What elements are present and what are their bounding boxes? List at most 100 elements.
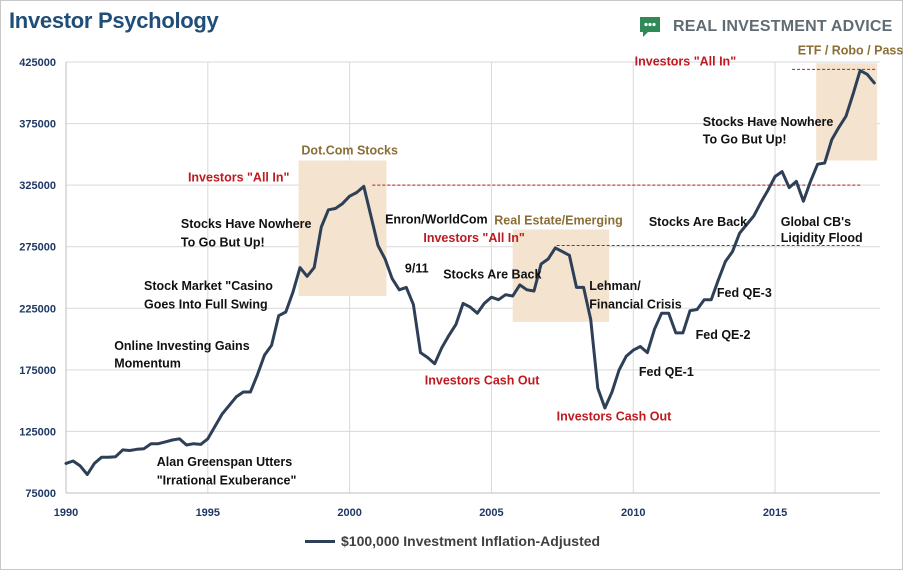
chat-bubble-logo-icon (640, 17, 660, 37)
data-point (476, 312, 479, 315)
data-point (788, 186, 791, 189)
data-point (554, 246, 557, 250)
annotation-label: Alan Greenspan Utters (157, 455, 293, 469)
x-tick-label: 2000 (337, 507, 361, 519)
data-point (483, 302, 486, 305)
data-point (164, 440, 167, 444)
x-tick-label: 1995 (196, 507, 220, 519)
data-point (816, 163, 819, 166)
data-point (341, 202, 344, 205)
data-point (178, 437, 181, 441)
data-point (759, 201, 763, 204)
data-point (773, 175, 777, 178)
data-point (383, 257, 387, 261)
data-point (738, 231, 741, 235)
data-point (121, 448, 124, 452)
data-point (724, 260, 727, 263)
data-point (639, 345, 642, 348)
data-point (667, 312, 670, 315)
data-point (93, 462, 96, 465)
data-point (412, 303, 415, 306)
annotation-label: Real Estate/Emerging (494, 214, 623, 228)
data-point (86, 473, 89, 476)
data-point (447, 334, 451, 337)
y-tick-label: 125000 (19, 426, 56, 438)
data-point (348, 195, 351, 198)
data-point (242, 390, 245, 394)
brand-logo: REAL INVESTMENT ADVICE (637, 13, 893, 41)
annotation-label: Financial Crisis (589, 297, 681, 311)
annotation-label: To Go But Up! (181, 236, 265, 250)
annotation-label: Liqidity Flood (781, 231, 863, 245)
annotation-label: Fed QE-2 (696, 328, 751, 342)
data-point (128, 449, 132, 452)
y-tick-label: 375000 (19, 119, 56, 131)
data-point (454, 323, 458, 326)
annotation-label: Stocks Have Nowhere (703, 115, 834, 129)
data-point (171, 438, 174, 442)
data-point (688, 309, 692, 312)
data-point (702, 298, 706, 301)
data-point (362, 185, 366, 188)
chart-title: Investor Psychology (9, 8, 219, 33)
legend-swatch (305, 539, 335, 543)
data-point (320, 225, 323, 229)
data-point (653, 328, 656, 331)
data-point (227, 404, 231, 407)
data-point (433, 362, 436, 365)
annotation-label: Investors Cash Out (557, 409, 672, 423)
legend-label: $100,000 Investment Inflation-Adjusted (341, 533, 601, 549)
data-point (731, 250, 734, 253)
data-point (327, 208, 330, 211)
annotation-label: Momentum (114, 356, 181, 370)
data-point (277, 314, 280, 317)
data-point (71, 459, 75, 463)
y-tick-label: 225000 (19, 303, 56, 315)
data-point (461, 302, 465, 305)
data-point (398, 288, 401, 292)
annotation-label: Fed QE-3 (717, 286, 772, 300)
data-point (830, 138, 833, 141)
data-point (844, 114, 848, 118)
data-point (468, 305, 472, 309)
data-point (795, 180, 798, 183)
annotation-label: 9/11 (405, 262, 429, 276)
data-point (546, 257, 550, 261)
data-point (284, 310, 288, 314)
data-point (858, 69, 862, 72)
annotation-label: ETF / Robo / Passive (798, 44, 903, 58)
legend: $100,000 Investment Inflation-Adjusted (305, 533, 600, 549)
data-point (291, 291, 295, 294)
data-point (575, 286, 578, 289)
data-point (582, 286, 585, 289)
data-point (213, 425, 217, 428)
data-point (802, 199, 805, 203)
data-point (511, 294, 514, 298)
data-point (504, 293, 507, 296)
data-point (440, 346, 444, 349)
highlight-zone (512, 229, 610, 322)
data-point (497, 298, 500, 301)
data-point (206, 437, 210, 441)
x-tick-label: 1990 (54, 507, 78, 519)
data-point (873, 81, 876, 85)
data-point (107, 456, 110, 459)
annotation-label: Online Investing Gains (114, 339, 249, 353)
data-point (419, 351, 422, 354)
data-point (866, 73, 869, 76)
annotation-label: To Go But Up! (703, 132, 787, 146)
y-tick-label: 325000 (19, 180, 56, 192)
data-point (525, 288, 529, 292)
annotation-label: Investors "All In" (423, 231, 525, 245)
annotation-label: Dot.Com Stocks (301, 143, 398, 157)
annotation-label: Stocks Are Back (443, 268, 541, 282)
data-point (100, 456, 103, 459)
x-tick-label: 2015 (763, 507, 787, 519)
data-point (766, 188, 770, 192)
data-point (837, 126, 841, 129)
data-point (617, 368, 621, 372)
data-point (710, 298, 713, 301)
data-point (809, 180, 812, 183)
data-point (717, 278, 720, 282)
data-point (624, 355, 628, 358)
